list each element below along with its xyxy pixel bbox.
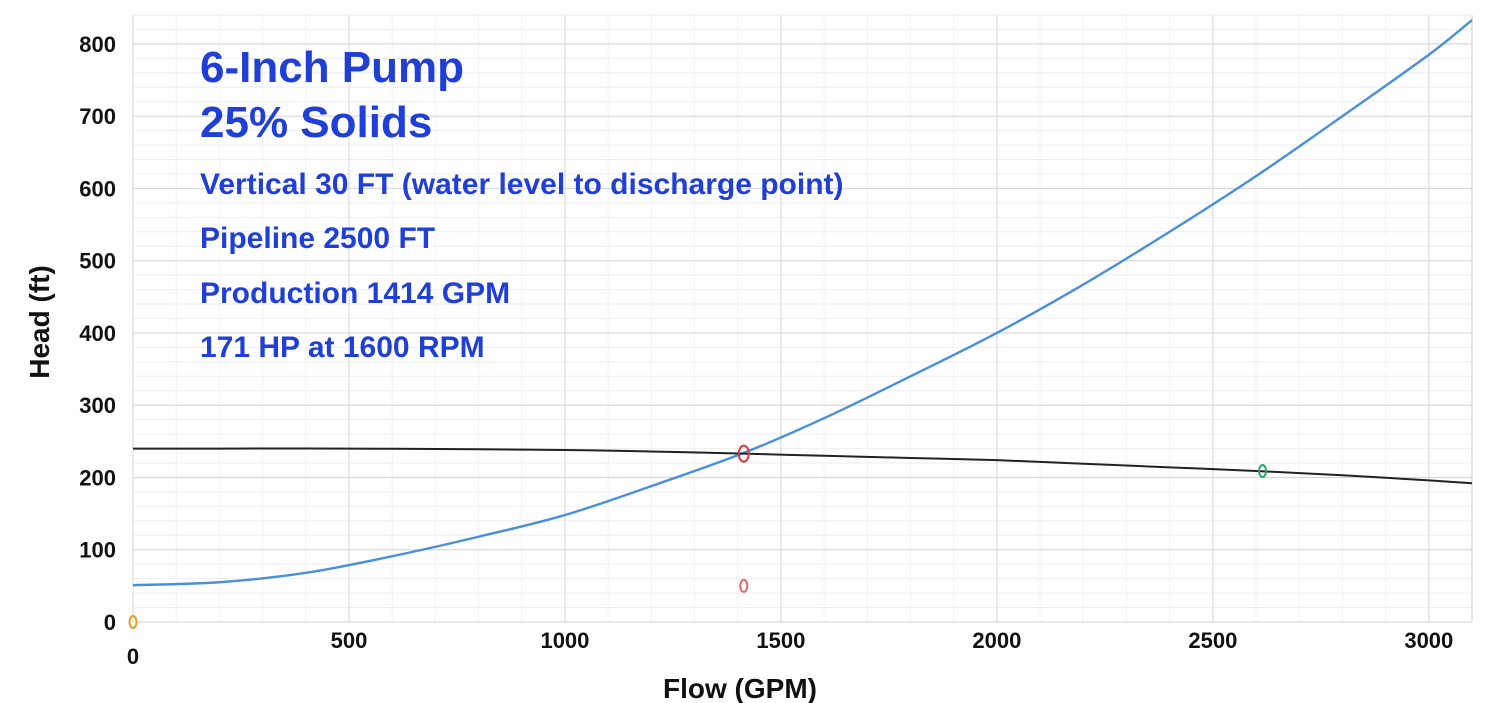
pump-curve-line xyxy=(133,447,1473,485)
y-tick-label: 800 xyxy=(79,32,116,57)
x-tick-label: 1500 xyxy=(756,628,805,653)
x-tick-label: 500 xyxy=(331,628,368,653)
minor-grid xyxy=(133,14,1473,622)
annotation-line: Pipeline 2500 FT xyxy=(200,222,435,255)
marker-layer xyxy=(128,444,1268,629)
x-tick-labels: 0 500 1000 1500 2000 2500 3000 xyxy=(127,628,1453,669)
x-tick-label: 3000 xyxy=(1404,628,1453,653)
system-curve-line xyxy=(132,19,1473,587)
y-tick-label: 700 xyxy=(79,104,116,129)
annotation-line: Production 1414 GPM xyxy=(200,277,510,310)
y-tick-label: 100 xyxy=(79,538,116,563)
y-axis-title: Head (ft) xyxy=(24,265,55,379)
x-axis-title: Flow (GPM) xyxy=(663,673,817,703)
data-marker xyxy=(737,444,750,463)
x-tick-label: 2500 xyxy=(1188,628,1237,653)
x-tick-label: 2000 xyxy=(972,628,1021,653)
data-marker xyxy=(1258,463,1268,478)
annotation-line: Vertical 30 FT (water level to discharge… xyxy=(200,168,844,201)
y-tick-label: 0 xyxy=(104,610,116,635)
annotation-line: 171 HP at 1600 RPM xyxy=(200,331,485,364)
data-marker xyxy=(739,578,749,593)
major-grid xyxy=(132,15,1473,623)
x-tick-label: 0 xyxy=(127,644,139,669)
y-tick-label: 300 xyxy=(79,393,116,418)
series-layer xyxy=(132,19,1473,587)
annotation-heading: 25% Solids xyxy=(200,98,432,147)
annotation-block: 6-Inch Pump 25% Solids Vertical 30 FT (wat… xyxy=(200,43,844,364)
annotation-heading: 6-Inch Pump xyxy=(200,43,464,92)
y-tick-labels: 0 100 200 300 400 500 600 700 800 xyxy=(79,32,116,635)
y-tick-label: 500 xyxy=(79,249,116,274)
x-tick-label: 1000 xyxy=(540,628,589,653)
y-tick-label: 400 xyxy=(79,321,116,346)
y-tick-label: 600 xyxy=(79,176,116,201)
data-marker xyxy=(128,615,138,629)
y-tick-label: 200 xyxy=(79,465,116,490)
